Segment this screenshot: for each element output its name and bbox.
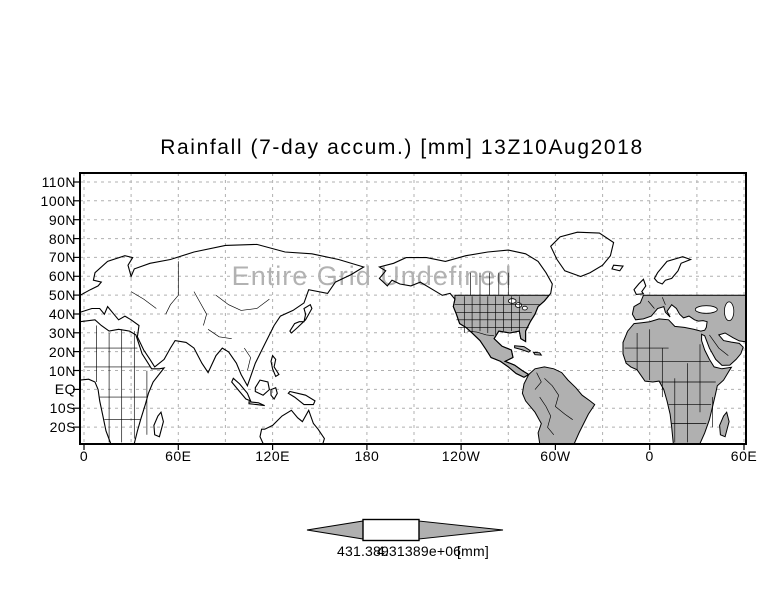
- plot-title: Rainfall (7-day accum.) [mm] 13Z10Aug201…: [160, 136, 644, 159]
- lon-tick-label: 0: [79, 448, 89, 464]
- lakes-and-seas: [507, 298, 735, 322]
- colorbar-left-arrow: [306, 520, 364, 540]
- lat-tick-label: 40N: [48, 306, 76, 322]
- lat-tick-label: 60N: [48, 268, 76, 285]
- colorbar-right-arrow: [418, 520, 504, 540]
- lon-tick-label: 60W: [540, 448, 571, 464]
- political-borders: [84, 261, 729, 443]
- coastlines: [80, 231, 693, 444]
- lat-tick-label: 30N: [48, 324, 76, 341]
- lon-tick-label: 120E: [255, 448, 290, 464]
- colorbar-box: [362, 518, 420, 542]
- lon-tick-label: 60E: [730, 448, 758, 464]
- lat-tick-label: 10N: [48, 362, 76, 379]
- lat-tick-label: 10S: [49, 400, 76, 417]
- map-frame: [79, 172, 747, 445]
- lat-tick-label: EQ: [54, 381, 76, 398]
- lon-tick-label: 180: [354, 448, 380, 464]
- lon-tick-label: 60E: [165, 448, 192, 464]
- lat-tick-label: 100N: [40, 192, 76, 209]
- colorbar-min-label: 431.389: [336, 543, 390, 559]
- colorbar: [306, 518, 504, 542]
- land-fill-gray: [452, 294, 746, 444]
- colorbar-unit-label: [mm]: [457, 543, 489, 559]
- lat-tick-label: 50N: [48, 287, 76, 304]
- lat-tick-label: 20N: [48, 343, 76, 360]
- lat-tick-label: 20S: [49, 419, 76, 436]
- lon-tick-label: 120W: [441, 448, 481, 464]
- axis-ticks: [73, 181, 745, 450]
- lat-tick-label: 90N: [48, 211, 76, 228]
- lat-tick-label: 110N: [41, 174, 76, 190]
- colorbar-max-label: 4.31389e+06: [376, 543, 462, 559]
- lat-tick-label: 80N: [48, 230, 76, 247]
- lat-tick-label: 70N: [48, 249, 76, 266]
- lon-tick-label: 0: [645, 448, 654, 464]
